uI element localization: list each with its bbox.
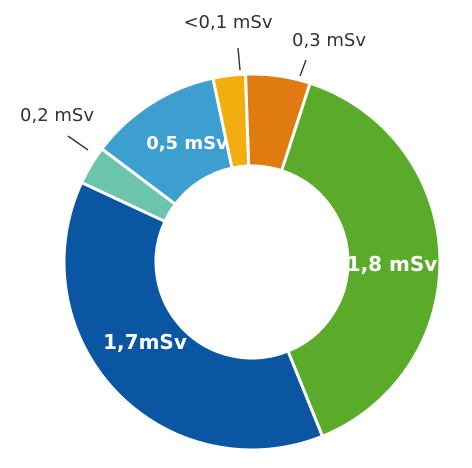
- slice-labels: 0,3 mSv 1,8 mSv 1,7mSv 0,2 mSv 0,5 mSv <0,1 m…: [20, 12, 437, 354]
- slice-label-3: 0,2 mSv: [20, 105, 94, 126]
- leader-line-0: [299, 59, 307, 77]
- slice-1: [280, 81, 442, 438]
- leader-line-5: [237, 47, 241, 71]
- slice-5: [211, 72, 251, 170]
- slice-label-2: 1,7mSv: [103, 330, 187, 354]
- leader-lines: [67, 47, 307, 151]
- slice-2: [62, 181, 324, 452]
- slice-label-4: 0,5 mSv: [146, 133, 228, 154]
- slice-label-0: 0,3 mSv: [292, 30, 366, 51]
- leader-line-3: [67, 135, 89, 151]
- slice-label-1: 1,8 mSv: [347, 252, 438, 276]
- donut-slices: [62, 72, 442, 452]
- slice-label-5: <0,1 mSv: [183, 12, 272, 33]
